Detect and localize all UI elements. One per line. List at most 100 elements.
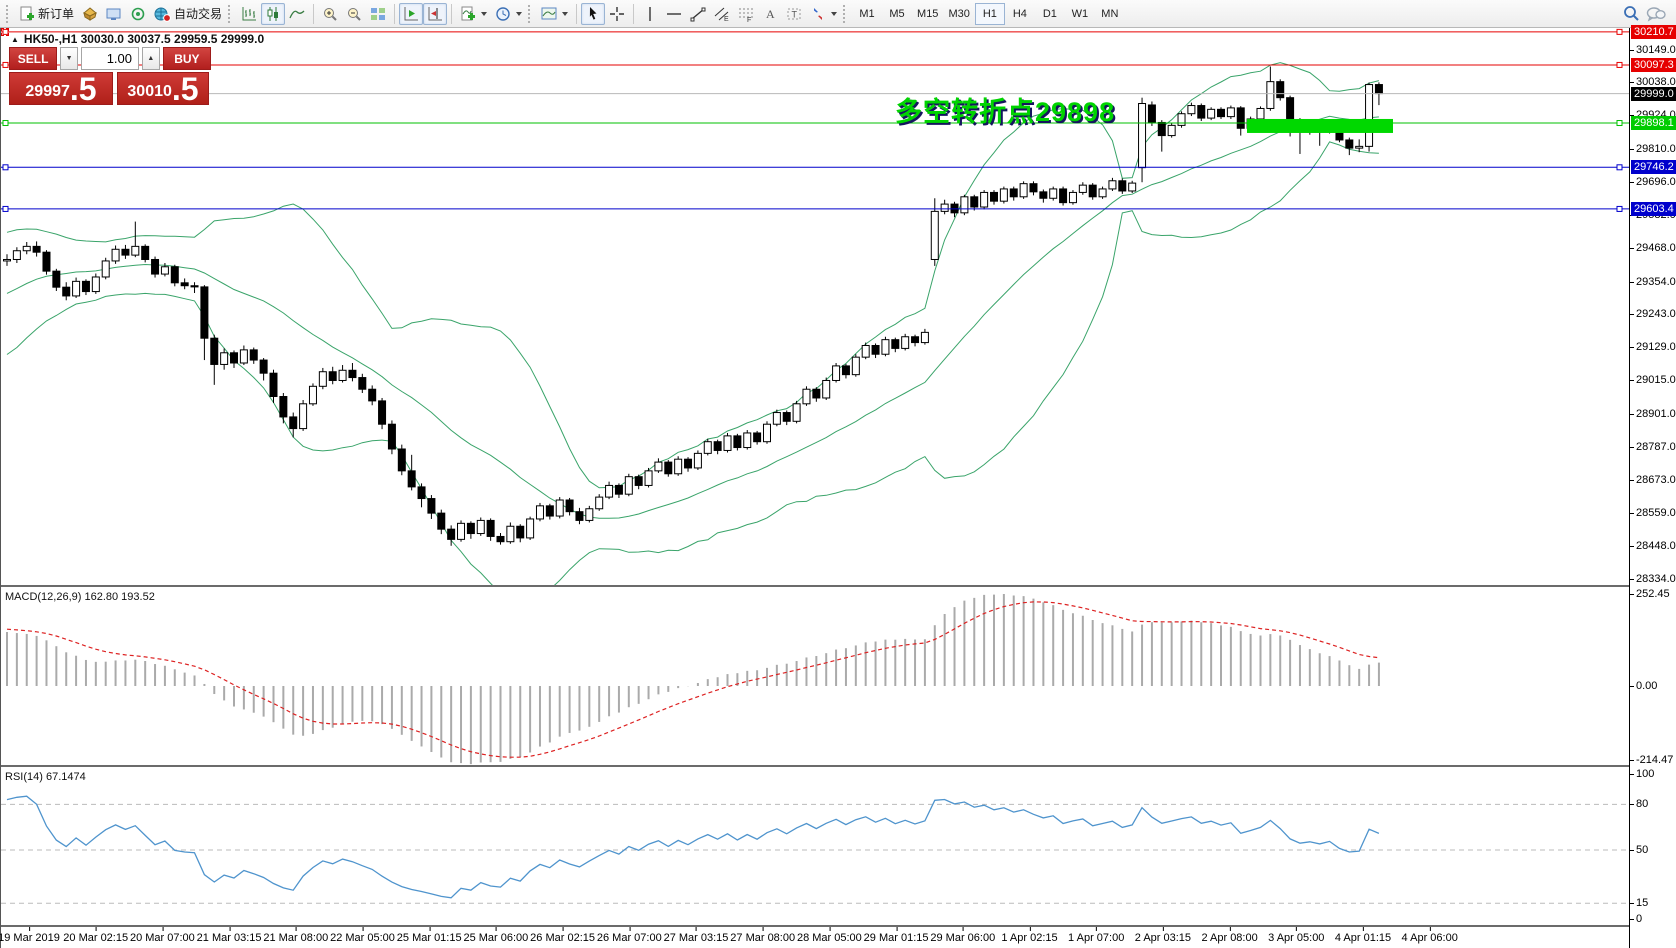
- collapse-triangle-icon[interactable]: ▲: [11, 34, 19, 44]
- volume-input[interactable]: [81, 47, 139, 70]
- bear-candle: [1345, 139, 1354, 149]
- line-chart-button[interactable]: [285, 3, 309, 25]
- line-handle[interactable]: [1616, 61, 1623, 68]
- timeframe-button-h1[interactable]: H1: [974, 2, 1005, 25]
- chart-workspace[interactable]: ▲ HK50-,H1 30030.0 30037.5 29959.5 29999…: [0, 24, 1676, 948]
- price-axis-badge: 29603.4: [1631, 201, 1676, 216]
- volume-up-button[interactable]: ▲: [142, 47, 160, 70]
- panel-separator[interactable]: [1, 585, 1629, 587]
- panel-separator[interactable]: [1, 765, 1629, 767]
- bull-candle: [220, 352, 229, 365]
- autotrading-button[interactable]: 自动交易: [150, 3, 226, 25]
- cursor-button[interactable]: [581, 2, 606, 25]
- bear-candle: [733, 435, 742, 449]
- cursor-icon: [589, 6, 597, 20]
- buy-price-box[interactable]: 30010.5: [117, 72, 209, 105]
- sell-button[interactable]: SELL: [9, 47, 58, 70]
- vertical-line-button[interactable]: [638, 3, 662, 25]
- line-handle[interactable]: [2, 164, 9, 171]
- bull-candle: [299, 403, 308, 430]
- macd-panel[interactable]: [1, 587, 1629, 765]
- tile-windows-button[interactable]: [366, 3, 390, 25]
- text-label-icon: T: [787, 8, 801, 19]
- zoom-out-button[interactable]: [342, 3, 366, 25]
- bear-candle: [62, 286, 71, 297]
- bull-candle: [338, 369, 347, 381]
- timeframe-button-h4[interactable]: H4: [1012, 7, 1027, 20]
- bear-candle: [407, 470, 416, 488]
- toolbar-grip[interactable]: [228, 4, 233, 23]
- rectangle-object[interactable]: [1247, 118, 1393, 133]
- styler-button[interactable]: [78, 3, 102, 25]
- line-handle[interactable]: [2, 205, 9, 212]
- buy-button[interactable]: BUY: [162, 47, 211, 70]
- bear-candle: [358, 377, 367, 390]
- periods-button[interactable]: [491, 3, 526, 25]
- horizontal-line-button[interactable]: [662, 3, 686, 25]
- rsi-axis-label: 100: [1630, 767, 1676, 781]
- time-axis-label: 27 Mar 03:15: [663, 927, 729, 944]
- zoom-in-button[interactable]: [318, 3, 342, 25]
- main-chart[interactable]: [1, 28, 1629, 585]
- bear-candle: [1197, 105, 1206, 119]
- arrows-button[interactable]: [806, 3, 841, 25]
- chat-icon[interactable]: [1646, 6, 1666, 22]
- text-label-button[interactable]: T: [782, 3, 806, 25]
- toolbar-grip[interactable]: [843, 4, 848, 23]
- toolbar-grip[interactable]: [528, 4, 533, 23]
- auto-scroll-button[interactable]: [399, 2, 424, 25]
- new-indicator-button[interactable]: [456, 3, 491, 25]
- bull-candle: [881, 339, 890, 355]
- fibonacci-button[interactable]: F: [734, 3, 758, 25]
- bull-candle: [595, 496, 604, 510]
- line-handle[interactable]: [1616, 120, 1623, 127]
- templates-button[interactable]: [537, 3, 572, 25]
- timeframe-button-mn[interactable]: MN: [1101, 7, 1119, 20]
- bull-candle: [723, 435, 732, 451]
- buy-price: 30010: [127, 83, 172, 100]
- new-order-icon: [20, 6, 34, 20]
- price-axis-label: 30038.0: [1630, 75, 1676, 89]
- line-handle[interactable]: [2, 61, 9, 68]
- clock-icon: [496, 6, 510, 21]
- time-axis[interactable]: 19 Mar 2019 20 Mar 02:15 20 Mar 07:00 21 Ma…: [0, 927, 1629, 948]
- trendline-icon: [690, 7, 706, 21]
- line-handle[interactable]: [2, 120, 9, 127]
- channel-button[interactable]: E: [710, 3, 734, 25]
- timeframe-button-m15[interactable]: M15: [917, 7, 939, 20]
- line-handle[interactable]: [1616, 28, 1623, 35]
- terminal-button[interactable]: [102, 3, 126, 25]
- timeframe-button-d1[interactable]: D1: [1042, 7, 1057, 20]
- line-handle[interactable]: [1616, 164, 1623, 171]
- sell-price-box[interactable]: 29997.5: [9, 72, 113, 105]
- crosshair-button[interactable]: [605, 3, 629, 25]
- fibonacci-icon: F: [739, 8, 754, 22]
- price-axis[interactable]: 30149.030038.029924.029810.029696.029582…: [1629, 24, 1676, 948]
- volume-down-button[interactable]: ▼: [60, 47, 78, 70]
- chart-text-annotation[interactable]: 多空转折点29898: [895, 97, 1116, 127]
- macd-axis-label: 252.45: [1630, 587, 1676, 601]
- rsi-panel[interactable]: [1, 767, 1629, 925]
- search-icon[interactable]: [1623, 5, 1640, 22]
- trendline-button[interactable]: [686, 3, 710, 25]
- bull-candle: [111, 248, 120, 262]
- chart-shift-button[interactable]: [423, 2, 448, 25]
- gold-diamond-icon: [83, 6, 97, 21]
- autotrading-label: 自动交易: [174, 7, 223, 21]
- signals-button[interactable]: [126, 3, 150, 25]
- bull-candle: [12, 250, 21, 260]
- timeframe-button-w1[interactable]: W1: [1071, 7, 1089, 20]
- timeframe-button-m30[interactable]: M30: [948, 7, 970, 20]
- line-handle[interactable]: [1616, 205, 1623, 212]
- text-button[interactable]: A: [758, 3, 782, 25]
- new-order-button[interactable]: 新订单: [15, 3, 78, 25]
- timeframe-button-m1[interactable]: M1: [859, 7, 875, 20]
- svg-text:E: E: [724, 16, 729, 22]
- price-axis-label: 29696.0: [1630, 175, 1676, 189]
- timeframe-button-m5[interactable]: M5: [889, 7, 905, 20]
- time-axis-label: 4 Apr 06:00: [1401, 927, 1458, 944]
- toolbar-grip[interactable]: [6, 4, 11, 23]
- candlestick-chart-button[interactable]: [261, 2, 286, 25]
- bar-chart-button[interactable]: [237, 3, 261, 25]
- bull-candle: [1138, 103, 1147, 169]
